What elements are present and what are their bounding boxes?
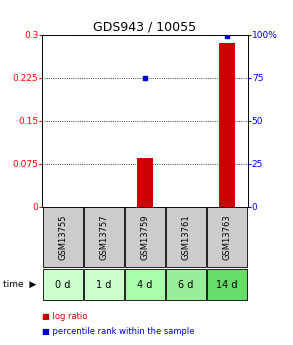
Text: 6 d: 6 d — [178, 280, 194, 289]
Text: GSM13755: GSM13755 — [59, 215, 67, 260]
Text: 1 d: 1 d — [96, 280, 112, 289]
Bar — [207, 207, 247, 267]
Bar — [84, 269, 124, 300]
Text: GSM13759: GSM13759 — [141, 215, 149, 260]
Text: 14 d: 14 d — [216, 280, 238, 289]
Text: 0 d: 0 d — [55, 280, 71, 289]
Bar — [137, 158, 153, 207]
Text: 4 d: 4 d — [137, 280, 153, 289]
Bar — [43, 269, 83, 300]
Text: ■ percentile rank within the sample: ■ percentile rank within the sample — [42, 327, 195, 336]
Text: time  ▶: time ▶ — [3, 280, 36, 289]
Bar — [166, 269, 206, 300]
Text: GSM13763: GSM13763 — [223, 214, 231, 260]
Bar — [207, 269, 247, 300]
Bar — [219, 43, 235, 207]
Bar — [84, 207, 124, 267]
Bar — [125, 207, 165, 267]
Text: GSM13757: GSM13757 — [100, 214, 108, 260]
Bar — [125, 269, 165, 300]
Bar — [166, 207, 206, 267]
Text: ■ log ratio: ■ log ratio — [42, 312, 88, 321]
Text: GSM13761: GSM13761 — [182, 214, 190, 260]
Bar — [43, 207, 83, 267]
Title: GDS943 / 10055: GDS943 / 10055 — [93, 20, 197, 33]
